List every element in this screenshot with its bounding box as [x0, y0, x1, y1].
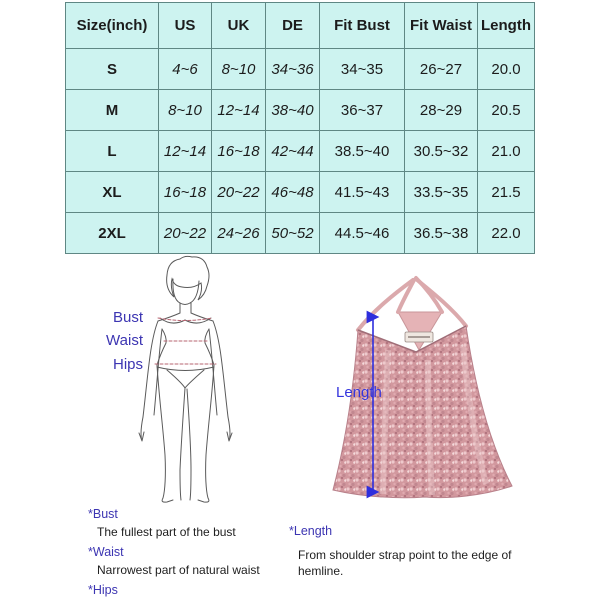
fit-waist-cell: 36.5~38: [404, 212, 478, 254]
fit-waist-cell: 26~27: [404, 48, 478, 90]
body-measurement-figure: [138, 255, 233, 503]
column-header-fit-bust: Fit Bust: [319, 2, 405, 49]
figure-bust-label: Bust: [112, 309, 143, 326]
column-header-length: Length: [477, 2, 535, 49]
fit-bust-cell: 41.5~43: [319, 171, 405, 213]
figure-bikini: [156, 366, 215, 389]
figure-measure-lines: [154, 317, 217, 365]
uk-cell: 16~18: [211, 130, 266, 172]
fit-bust-cell: 44.5~46: [319, 212, 405, 254]
fit-waist-cell: 33.5~35: [404, 171, 478, 213]
figure-waist-label: Waist: [106, 332, 143, 349]
figure-torso-right: [204, 328, 215, 366]
length-cell: 20.5: [477, 89, 535, 131]
size-chart-table: Size(inch) US UK DE Fit Bust Fit Waist L…: [65, 2, 535, 254]
table-row: XL 16~18 20~22 46~48 41.5~43 33.5~35 21.…: [65, 171, 535, 213]
figure-hair: [166, 255, 210, 301]
column-header-size: Size(inch): [65, 2, 159, 49]
fit-bust-cell: 36~37: [319, 89, 405, 131]
size-cell: XL: [65, 171, 159, 213]
de-cell: 42~44: [265, 130, 320, 172]
size-cell: L: [65, 130, 159, 172]
column-header-fit-waist: Fit Waist: [404, 2, 478, 49]
figure-torso-left: [156, 328, 167, 366]
de-cell: 46~48: [265, 171, 320, 213]
de-cell: 50~52: [265, 212, 320, 254]
length-cell: 22.0: [477, 212, 535, 254]
fit-bust-cell: 38.5~40: [319, 130, 405, 172]
waist-desc: Narrowest part of natural waist: [97, 563, 260, 577]
length-desc: From shoulder strap point to the edge of…: [298, 548, 512, 578]
figure-hips-label: Hips: [112, 356, 143, 373]
bust-desc: The fullest part of the bust: [97, 525, 236, 539]
fit-waist-cell: 28~29: [404, 89, 478, 131]
uk-cell: 12~14: [211, 89, 266, 131]
figure-right-arm: [212, 320, 233, 442]
size-cell: M: [65, 89, 159, 131]
waist-term: *Waist: [88, 545, 124, 559]
de-cell: 34~36: [265, 48, 320, 90]
size-cell: S: [65, 48, 159, 90]
column-header-uk: UK: [211, 2, 266, 49]
figure-right-inner-arm: [208, 328, 218, 416]
product-sheen: [380, 344, 489, 496]
length-cell: 21.0: [477, 130, 535, 172]
table-row: L 12~14 16~18 42~44 38.5~40 30.5~32 21.0: [65, 130, 535, 172]
figure-left-leg: [156, 364, 186, 503]
length-definition: *Length From shoulder strap point to the…: [289, 519, 534, 582]
bust-term: *Bust: [88, 507, 118, 521]
length-term: *Length: [289, 524, 333, 538]
product-back-panel: [397, 311, 443, 351]
figure-neck: [179, 302, 192, 314]
column-header-us: US: [158, 2, 212, 49]
table-header-row: Size(inch) US UK DE Fit Bust Fit Waist L…: [65, 2, 535, 49]
figure-left-arm: [138, 320, 159, 442]
figure-face: [172, 278, 200, 305]
size-cell: 2XL: [65, 212, 159, 254]
column-header-de: DE: [265, 2, 320, 49]
table-row: S 4~6 8~10 34~36 34~35 26~27 20.0: [65, 48, 535, 90]
figure-right-leg: [186, 364, 215, 503]
product-length-label: Length: [336, 384, 382, 401]
de-cell: 38~40: [265, 89, 320, 131]
product-image: [332, 276, 513, 499]
fit-waist-cell: 30.5~32: [404, 130, 478, 172]
length-cell: 21.5: [477, 171, 535, 213]
uk-cell: 24~26: [211, 212, 266, 254]
us-cell: 16~18: [158, 171, 212, 213]
table-row: 2XL 20~22 24~26 50~52 44.5~46 36.5~38 22…: [65, 212, 535, 254]
us-cell: 20~22: [158, 212, 212, 254]
table-row: M 8~10 12~14 38~40 36~37 28~29 20.5: [65, 89, 535, 131]
measurement-definitions: *Bust The fullest part of the bust *Wais…: [88, 502, 328, 600]
us-cell: 12~14: [158, 130, 212, 172]
us-cell: 8~10: [158, 89, 212, 131]
fit-bust-cell: 34~35: [319, 48, 405, 90]
product-straps: [356, 276, 468, 332]
length-cell: 20.0: [477, 48, 535, 90]
figure-shoulders: [157, 312, 214, 322]
figure-left-inner-arm: [153, 328, 163, 416]
uk-cell: 8~10: [211, 48, 266, 90]
us-cell: 4~6: [158, 48, 212, 90]
hips-term: *Hips: [88, 583, 118, 597]
uk-cell: 20~22: [211, 171, 266, 213]
